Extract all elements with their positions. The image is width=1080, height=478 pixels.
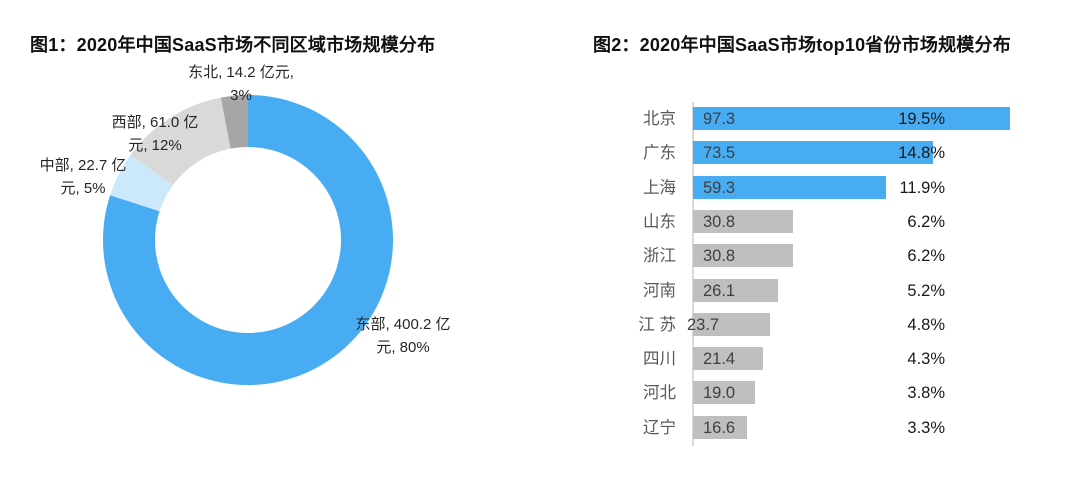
percent-label: 6.2%	[907, 212, 945, 231]
percent-label: 14.8%	[898, 144, 945, 163]
province-label: 浙江	[643, 247, 676, 266]
percent-label: 19.5%	[898, 110, 945, 128]
donut-slice	[220, 95, 248, 149]
province-label: 河北	[643, 384, 676, 403]
value-label: 30.8	[703, 247, 736, 266]
value-label: 30.8	[703, 212, 736, 231]
donut-label-west: 西部, 61.0 亿 元, 12%	[90, 111, 220, 157]
value-label: 21.4	[703, 350, 736, 369]
donut-label-northeast-line2: 3%	[230, 87, 252, 104]
figure2-title: 图2：2020年中国SaaS市场top10省份市场规模分布	[593, 35, 1011, 55]
bar-chart: 北京 97.3 19.5% 广东 73.5 14.8% 上海 59.3 11.9% 山东 30.8 6…	[638, 102, 1023, 446]
donut-label-east-line2: 元, 80%	[376, 339, 430, 356]
percent-label: 3.3%	[907, 418, 945, 437]
value-bar	[693, 244, 794, 268]
province-label: 河南	[643, 281, 676, 300]
bar-row: 辽宁 16.6 3.3%	[643, 411, 1023, 445]
donut-label-west-line1: 西部, 61.0 亿	[111, 114, 199, 131]
province-label: 山东	[643, 212, 676, 231]
province-label: 北京	[643, 110, 676, 128]
donut-label-east-line1: 东部, 400.2 亿	[355, 316, 451, 333]
donut-chart	[103, 95, 394, 385]
value-label: 26.1	[703, 281, 736, 300]
value-axis-line	[692, 102, 694, 446]
value-bar	[693, 381, 755, 405]
percent-label: 5.2%	[907, 281, 945, 300]
bar-row: 广东 73.5 14.8%	[643, 136, 1023, 170]
bar-row: 四川 21.4 4.3%	[643, 342, 1023, 376]
donut-slice	[110, 154, 173, 212]
value-label: 23.7	[687, 315, 720, 334]
donut-label-east: 东部, 400.2 亿 元, 80%	[333, 313, 473, 359]
value-bar	[693, 347, 763, 371]
donut-slice	[103, 95, 394, 385]
percent-label: 4.3%	[907, 350, 945, 369]
bar-row: 浙江 30.8 6.2%	[643, 239, 1023, 273]
donut-label-west-line2: 元, 12%	[128, 137, 182, 154]
donut-slice	[130, 97, 231, 186]
value-bar	[693, 209, 794, 233]
percent-label: 4.8%	[907, 315, 945, 334]
value-label: 73.5	[703, 144, 736, 163]
donut-label-central-line1: 中部, 22.7 亿	[39, 157, 127, 174]
donut-label-central-line2: 元, 5%	[60, 180, 106, 197]
bar-row: 北京 97.3 19.5%	[643, 102, 1023, 136]
donut-label-northeast: 东北, 14.2 亿元, 3%	[156, 61, 326, 107]
donut-label-northeast-line1: 东北, 14.2 亿元,	[188, 64, 294, 81]
value-bar	[693, 107, 1010, 130]
province-label: 辽宁	[643, 418, 676, 437]
province-label: 四川	[643, 350, 676, 369]
value-label: 97.3	[703, 110, 736, 128]
value-label: 16.6	[703, 418, 736, 437]
value-label: 19.0	[703, 384, 736, 403]
percent-label: 3.8%	[907, 384, 945, 403]
value-bar	[693, 312, 771, 336]
value-bar	[693, 141, 933, 165]
bar-row: 上海 59.3 11.9%	[643, 171, 1023, 205]
bar-row: 河北 19.0 3.8%	[643, 376, 1023, 410]
figure1-title: 图1：2020年中国SaaS市场不同区域市场规模分布	[30, 35, 436, 55]
donut-label-central: 中部, 22.7 亿 元, 5%	[18, 154, 148, 200]
province-label: 上海	[643, 178, 676, 197]
value-bar	[693, 278, 778, 302]
bar-row: 江 苏 23.7 4.8%	[638, 308, 1023, 342]
bar-row: 山东 30.8 6.2%	[643, 205, 1023, 239]
bar-row: 河南 26.1 5.2%	[643, 274, 1023, 308]
value-label: 59.3	[703, 178, 736, 197]
percent-label: 6.2%	[907, 247, 945, 266]
value-bar	[693, 175, 887, 199]
province-label: 江 苏	[638, 315, 676, 334]
value-bar	[693, 415, 748, 439]
percent-label: 11.9%	[899, 178, 945, 197]
province-label: 广东	[643, 144, 676, 163]
